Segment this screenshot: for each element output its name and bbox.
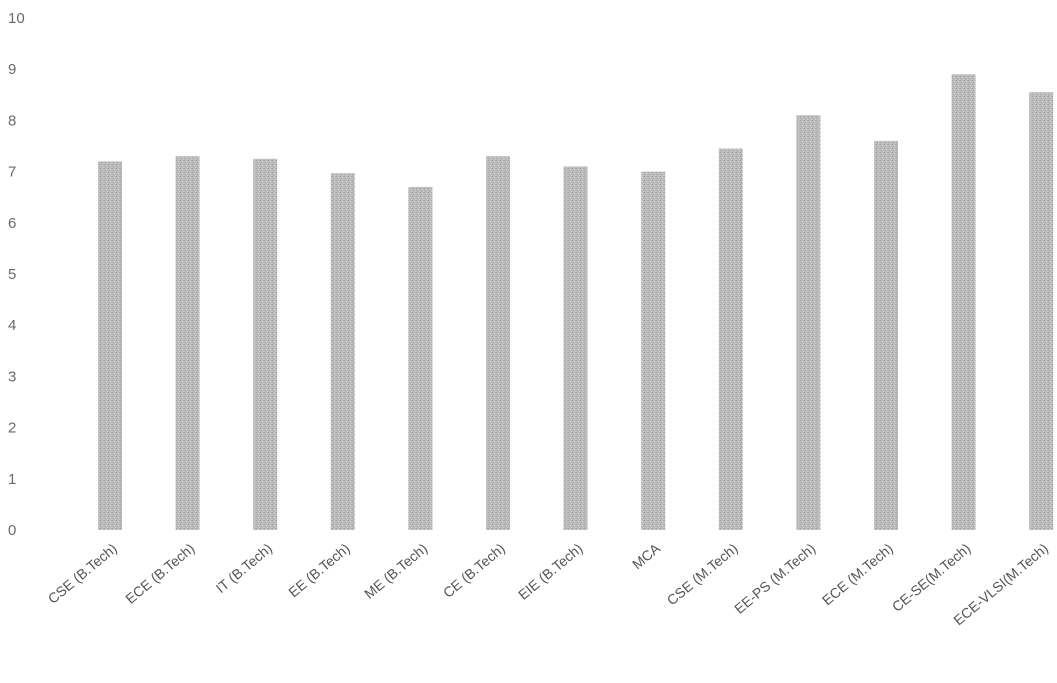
y-tick-label: 2 <box>8 420 16 437</box>
bar <box>175 156 200 531</box>
y-tick-label: 4 <box>8 317 16 334</box>
y-tick-label: 3 <box>8 368 16 385</box>
bar <box>330 173 355 531</box>
x-category-label: MCA <box>629 540 664 573</box>
x-axis-category-labels: CSE (B.Tech) ECE (B.Tech) IT (B.Tech) EE (B… <box>45 540 1051 629</box>
bar <box>951 74 976 530</box>
bar <box>98 161 122 531</box>
bar <box>641 171 666 530</box>
x-category-label: ECE (B.Tech) <box>122 540 197 607</box>
x-category-label: ECE (M.Tech) <box>819 540 896 608</box>
y-tick-label: 5 <box>8 266 16 283</box>
x-category-label: CSE (B.Tech) <box>45 540 120 607</box>
x-category-label: CE-SE(M.Tech) <box>889 540 974 615</box>
bar <box>408 186 433 530</box>
x-category-label: CE (B.Tech) <box>440 540 508 601</box>
x-category-label: CSE (M.Tech) <box>664 540 741 608</box>
y-tick-label: 8 <box>8 112 16 129</box>
x-category-label: IT (B.Tech) <box>213 540 276 596</box>
x-category-label: EE (B.Tech) <box>285 540 353 600</box>
bar <box>874 140 898 530</box>
x-category-label: ME (B.Tech) <box>361 540 430 602</box>
y-tick-label: 10 <box>8 10 25 27</box>
bar <box>796 115 821 530</box>
bar <box>1029 92 1054 531</box>
y-tick-label: 7 <box>8 164 16 181</box>
y-tick-label: 1 <box>8 471 16 488</box>
bar <box>486 156 510 531</box>
bar <box>718 148 743 530</box>
x-category-label: EIE (B.Tech) <box>515 540 585 603</box>
y-tick-label: 0 <box>8 522 16 539</box>
y-axis-tick-labels: 0 1 2 3 4 5 6 7 8 9 10 <box>8 10 25 539</box>
x-category-label: EE-PS (M.Tech) <box>731 540 818 617</box>
bar <box>253 158 278 531</box>
y-tick-label: 9 <box>8 61 16 78</box>
bar <box>563 166 588 531</box>
bars <box>98 74 1054 531</box>
y-tick-label: 6 <box>8 215 16 232</box>
